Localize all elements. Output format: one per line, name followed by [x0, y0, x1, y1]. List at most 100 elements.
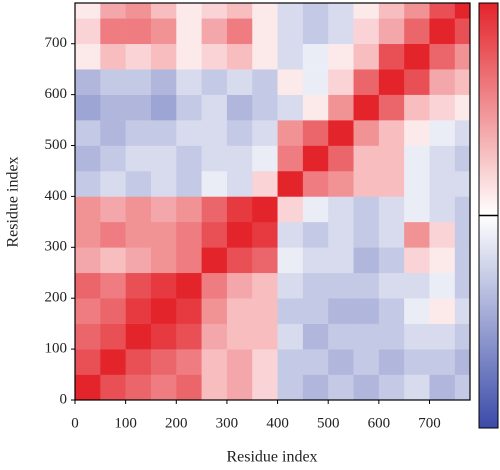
heatmap-cell — [302, 247, 329, 274]
heatmap-cell — [353, 170, 380, 197]
heatmap-cell — [429, 221, 456, 248]
heatmap-cell — [353, 323, 380, 350]
heatmap-cell — [277, 120, 304, 146]
heatmap-cell — [328, 170, 354, 197]
y-tick-label: 400 — [45, 188, 68, 204]
heatmap-cell — [176, 94, 202, 121]
heatmap-cell — [100, 94, 126, 121]
heatmap-cell — [429, 120, 456, 146]
heatmap-cell — [201, 323, 228, 350]
heatmap-cell — [429, 3, 456, 19]
heatmap-cell — [75, 145, 101, 172]
x-tick-label: 200 — [165, 415, 188, 431]
heatmap-cell — [125, 69, 152, 95]
heatmap-cell — [176, 323, 202, 350]
heatmap-cell — [328, 247, 354, 274]
heatmap-cell — [226, 170, 253, 197]
heatmap-cell — [252, 145, 278, 172]
heatmap-cell — [277, 298, 304, 324]
heatmap-cell — [252, 221, 278, 248]
heatmap-cell — [378, 120, 405, 146]
heatmap-cell — [404, 94, 430, 121]
heatmap-cell — [277, 374, 304, 401]
heatmap-cell — [252, 247, 278, 274]
heatmap-cell — [150, 120, 177, 146]
heatmap-cell — [328, 349, 354, 375]
heatmap-cell — [176, 145, 202, 172]
heatmap-cell — [429, 18, 456, 45]
heatmap-cell — [75, 94, 101, 121]
heatmap-cell — [404, 298, 430, 324]
heatmap-cell — [328, 120, 354, 146]
heatmap-cell — [404, 221, 430, 248]
heatmap-cell — [378, 349, 405, 375]
heatmap-cell — [252, 94, 278, 121]
heatmap-cell — [302, 272, 329, 299]
heatmap-cell — [454, 221, 471, 248]
heatmap-cell — [125, 3, 152, 19]
heatmap-cell — [328, 18, 354, 45]
heatmap-cell — [100, 43, 126, 70]
heatmap-cell — [176, 69, 202, 95]
heatmap-cell — [353, 43, 380, 70]
heatmap-cell — [328, 43, 354, 70]
heatmap-cell — [100, 69, 126, 95]
heatmap-cell — [353, 145, 380, 172]
heatmap-cell — [429, 374, 456, 401]
heatmap-cell — [404, 145, 430, 172]
heatmap-cell — [100, 170, 126, 197]
heatmap-cell — [353, 272, 380, 299]
heatmap-cell — [75, 272, 101, 299]
heatmap-cell — [454, 196, 471, 223]
heatmap-cell — [378, 221, 405, 248]
heatmap-cell — [75, 120, 101, 146]
heatmap-cell — [150, 272, 177, 299]
heatmap-cell — [454, 3, 471, 19]
heatmap-cell — [150, 3, 177, 19]
heatmap-cell — [328, 3, 354, 19]
heatmap-cell — [201, 145, 228, 172]
heatmap-cell — [226, 221, 253, 248]
heatmap-cell — [176, 272, 202, 299]
x-tick-label: 100 — [114, 415, 137, 431]
heatmap-cell — [328, 272, 354, 299]
heatmap-cell — [201, 69, 228, 95]
heatmap-cell — [429, 94, 456, 121]
heatmap-cell — [454, 94, 471, 121]
heatmap-cell — [252, 298, 278, 324]
heatmap-cell — [75, 298, 101, 324]
heatmap-cell — [100, 272, 126, 299]
heatmap-cell — [201, 196, 228, 223]
heatmap-cell — [100, 3, 126, 19]
heatmap-cell — [176, 18, 202, 45]
heatmap-cell — [100, 298, 126, 324]
x-tick-label: 500 — [317, 415, 340, 431]
heatmap-cell — [302, 374, 329, 401]
heatmap-cell — [353, 349, 380, 375]
heatmap-cell — [150, 145, 177, 172]
heatmap-cell — [226, 18, 253, 45]
heatmap-cell — [226, 3, 253, 19]
heatmap-cell — [353, 374, 380, 401]
heatmap-cell — [328, 69, 354, 95]
heatmap-cell — [429, 298, 456, 324]
x-tick-label: 600 — [368, 415, 391, 431]
heatmap-cell — [429, 145, 456, 172]
heatmap-cell — [226, 298, 253, 324]
heatmap-cell — [302, 349, 329, 375]
heatmap-cell — [125, 120, 152, 146]
heatmap-cell — [176, 196, 202, 223]
heatmap-cell — [328, 221, 354, 248]
heatmap-cell — [302, 3, 329, 19]
heatmap-cell — [302, 120, 329, 146]
heatmap-cell — [429, 323, 456, 350]
heatmap-cell — [328, 145, 354, 172]
y-tick-label: 500 — [45, 137, 68, 153]
heatmap-cell — [277, 221, 304, 248]
heatmap-cell — [454, 170, 471, 197]
heatmap-cell — [100, 323, 126, 350]
heatmap-cell — [252, 69, 278, 95]
heatmap-cell — [201, 120, 228, 146]
heatmap-cell — [404, 272, 430, 299]
heatmap-cell — [252, 18, 278, 45]
